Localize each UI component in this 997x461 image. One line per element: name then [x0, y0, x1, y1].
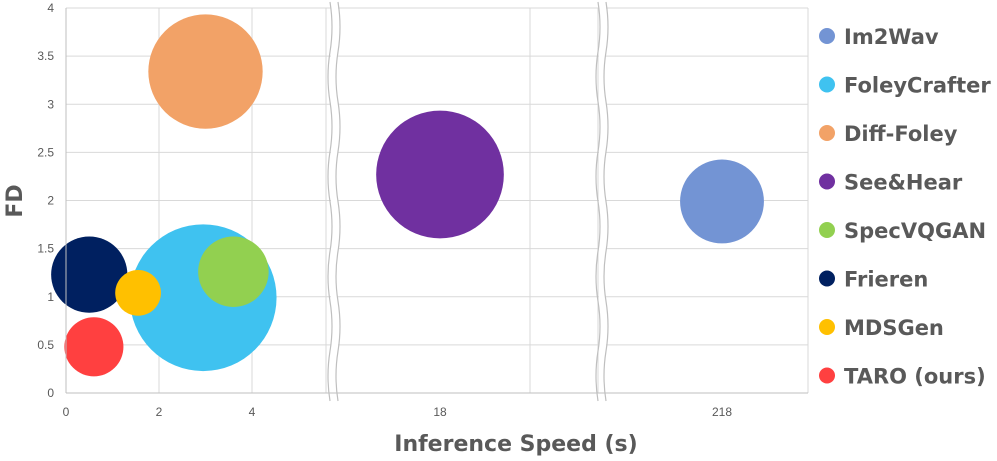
legend-marker	[819, 270, 835, 287]
legend-marker	[819, 76, 835, 93]
x-tick-label: 218	[712, 405, 732, 419]
legend-label: MDSGen	[844, 316, 944, 340]
y-tick-label: 4	[47, 1, 54, 15]
legend-label: TARO (ours)	[844, 365, 986, 389]
y-tick-label: 2.5	[37, 145, 54, 159]
x-axis-title: Inference Speed (s)	[394, 432, 637, 457]
legend-marker	[819, 367, 835, 384]
legend-item: SpecVQGAN	[819, 219, 986, 243]
legend-marker	[819, 28, 835, 44]
y-axis-title: FD	[3, 184, 28, 217]
axes: 0 0.5 1 1.5 2 2.5 3 3.5 4 0 2 4 18 218	[37, 1, 808, 419]
legend-marker	[819, 222, 835, 238]
legend-item: MDSGen	[819, 316, 944, 340]
legend-item: See&Hear	[819, 171, 963, 195]
legend-item: Im2Wav	[819, 25, 939, 49]
legend-item: Frieren	[819, 268, 928, 292]
legend-label: SpecVQGAN	[844, 219, 986, 243]
y-tick-label: 0	[47, 386, 54, 400]
x-tick-label: 2	[156, 405, 163, 419]
bubble-see-hear	[376, 110, 504, 239]
bubble-diff-foley	[148, 14, 263, 129]
legend-label: Frieren	[844, 268, 928, 292]
bubble-specvqgan	[198, 236, 269, 307]
legend-item: FoleyCrafter	[819, 74, 991, 98]
bubble-mdsgen	[115, 270, 161, 316]
axis-break-line	[335, 1, 341, 402]
axis-breaks	[327, 0, 609, 405]
axis-break-gap	[599, 0, 606, 405]
x-tick-label: 18	[433, 405, 447, 419]
legend-label: Diff-Foley	[844, 122, 958, 146]
y-tick-label: 3.5	[37, 49, 54, 63]
axis-break-line	[603, 1, 609, 402]
legend-item: TARO (ours)	[819, 365, 986, 389]
y-tick-label: 0.5	[37, 338, 54, 352]
legend-label: See&Hear	[844, 171, 963, 195]
legend-marker	[819, 319, 835, 335]
axis-break-line	[595, 1, 601, 402]
bubble-frieren	[51, 236, 128, 313]
x-tick-label: 0	[63, 405, 70, 419]
axis-break-line	[327, 1, 333, 402]
legend-item: Diff-Foley	[819, 122, 958, 146]
legend-label: FoleyCrafter	[844, 74, 991, 98]
axis-break-gap	[331, 0, 338, 405]
legend-label: Im2Wav	[844, 25, 939, 49]
x-tick-label: 4	[249, 405, 256, 419]
bubbles	[51, 14, 764, 377]
bubble-taro-ours	[64, 317, 124, 377]
legend-marker	[819, 125, 835, 141]
legend-marker	[819, 173, 835, 190]
legend: Im2Wav FoleyCrafter Diff-Foley See&Hear Spec…	[819, 25, 991, 389]
bubble-im2wav	[680, 159, 764, 244]
y-tick-label: 2	[47, 194, 54, 208]
y-tick-label: 1.5	[37, 242, 54, 256]
y-tick-label: 3	[47, 97, 54, 111]
y-tick-label: 1	[47, 290, 54, 304]
